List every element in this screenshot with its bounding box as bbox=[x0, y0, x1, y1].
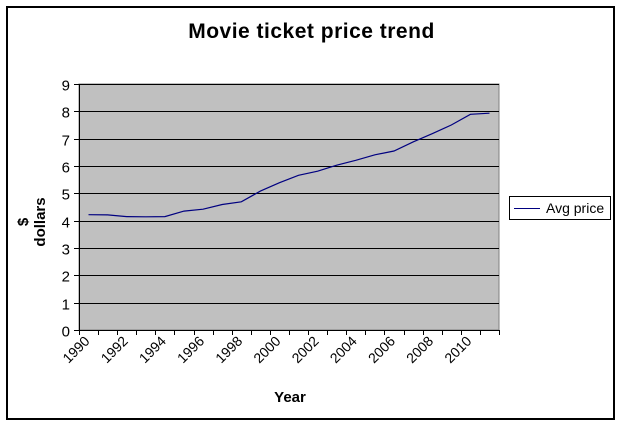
x-tick-label: 2006 bbox=[365, 333, 398, 366]
x-tick-label: 2004 bbox=[327, 333, 360, 366]
x-tick-label: 1992 bbox=[98, 333, 131, 366]
y-tick-label: 8 bbox=[62, 105, 70, 122]
x-tick-label: 2000 bbox=[250, 333, 283, 366]
y-tick-label: 3 bbox=[62, 242, 70, 259]
legend-line-swatch bbox=[514, 207, 540, 209]
x-tick-label: 2008 bbox=[403, 333, 436, 366]
gridlines bbox=[79, 84, 499, 304]
y-tick-label: 5 bbox=[62, 187, 70, 204]
y-tick-label: 4 bbox=[62, 215, 70, 232]
x-tick-label: 1998 bbox=[212, 333, 245, 366]
legend: Avg price bbox=[509, 196, 611, 220]
y-tick-label: 9 bbox=[62, 78, 70, 95]
series-line-avg-price bbox=[88, 112, 490, 218]
chart-title: Movie ticket price trend bbox=[188, 20, 435, 43]
x-axis: 1990 1992 1994 1996 1998 2000 2002 2004 2006 2008… bbox=[59, 330, 500, 366]
y-tick-label: 6 bbox=[62, 160, 70, 177]
y-axis: 0 1 2 3 4 5 6 7 8 9 bbox=[62, 78, 80, 341]
plot-area bbox=[78, 83, 500, 331]
legend-label: Avg price bbox=[546, 200, 605, 216]
y-tick-label: 2 bbox=[62, 269, 70, 286]
x-tick-label: 1994 bbox=[136, 333, 169, 366]
y-tick-label: 0 bbox=[62, 324, 70, 341]
x-tick-label: 2002 bbox=[288, 333, 321, 366]
y-axis-label: $ dollars bbox=[15, 197, 49, 247]
x-tick-label: 2010 bbox=[441, 333, 474, 366]
x-tick-label: 1996 bbox=[174, 333, 207, 366]
y-tick-label: 7 bbox=[62, 133, 70, 150]
y-tick-label: 1 bbox=[62, 297, 70, 314]
x-axis-label: Year bbox=[274, 389, 306, 406]
